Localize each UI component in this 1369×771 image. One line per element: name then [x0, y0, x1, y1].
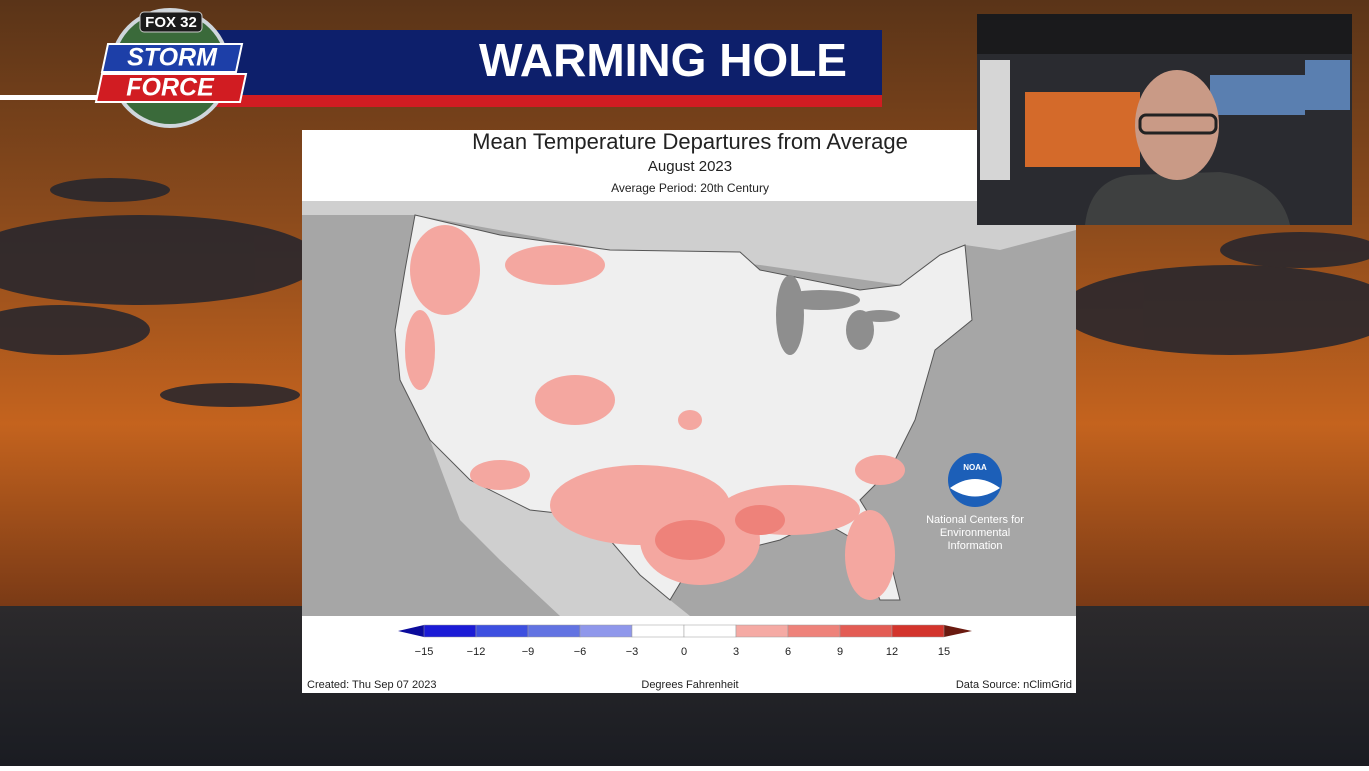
banner-bar: [200, 30, 882, 96]
studio-monitors: [1305, 60, 1350, 110]
hot-anomalies: [655, 505, 785, 560]
legend-tick-label: 6: [785, 646, 791, 658]
canada: [302, 201, 1076, 285]
map-subtitle: August 2023: [648, 158, 732, 175]
legend-swatch: [579, 624, 633, 638]
created-date: Created: Thu Sep 07 2023: [307, 679, 436, 691]
legend-unit: Degrees Fahrenheit: [641, 679, 738, 691]
legend-swatch: [839, 624, 893, 638]
legend-tick-label: −9: [522, 646, 535, 658]
clouds: [0, 178, 1369, 407]
studio-monitors: [1210, 75, 1305, 115]
legend-low-arrow: [398, 625, 424, 637]
legend-tick-label: 12: [886, 646, 898, 658]
logo-storm-plate: [100, 43, 244, 73]
color-legend: −15 −12 −9 −6 −3 0 3 6 9 12 15: [398, 624, 972, 658]
map-title: Mean Temperature Departures from Average: [472, 129, 908, 154]
legend-tick-label: 0: [681, 646, 687, 658]
legend-tick-label: 9: [837, 646, 843, 658]
agency-line: Information: [947, 540, 1002, 552]
legend-swatch: [683, 624, 737, 638]
banner-stripe: [200, 95, 882, 107]
studio-wall: [980, 60, 1010, 180]
legend-swatch: [631, 624, 685, 638]
legend-swatch: [475, 624, 529, 638]
legend-high-arrow: [944, 625, 972, 637]
legend-tick-label: 3: [733, 646, 739, 658]
legend-tick-label: −15: [415, 646, 434, 658]
map-period: Average Period: 20th Century: [611, 181, 769, 195]
legend-tick-label: −12: [467, 646, 486, 658]
legend-tick-label: 15: [938, 646, 950, 658]
logo-station: FOX 32: [145, 14, 197, 31]
logo-force-plate: [94, 73, 248, 103]
banner-line: [0, 95, 110, 100]
legend-swatch: [527, 624, 581, 638]
legend-swatch: [787, 624, 841, 638]
studio-ceiling: [977, 14, 1352, 54]
logo-force: FORCE: [126, 74, 215, 102]
noaa-short: NOAA: [963, 463, 987, 472]
logo-badge: [139, 11, 203, 33]
legend-swatch: [423, 624, 477, 638]
mexico: [430, 440, 690, 616]
banner-title: WARMING HOLE: [479, 34, 847, 86]
agency-line: National Centers for: [926, 514, 1024, 526]
legend-swatch: [735, 624, 789, 638]
legend-swatch: [891, 624, 945, 638]
logo-storm: STORM: [127, 44, 218, 72]
presenter-glasses: [1138, 113, 1218, 135]
legend-tick-label: −3: [626, 646, 639, 658]
legend-tick-label: −6: [574, 646, 587, 658]
data-source: Data Source: nClimGrid: [956, 679, 1072, 691]
presenter-body: [1085, 172, 1290, 225]
agency-line: Environmental: [940, 527, 1010, 539]
great-lakes: [776, 275, 900, 355]
noaa-gull: [950, 479, 1000, 497]
presenter-head: [1135, 70, 1219, 180]
studio-screen: [1025, 92, 1140, 167]
